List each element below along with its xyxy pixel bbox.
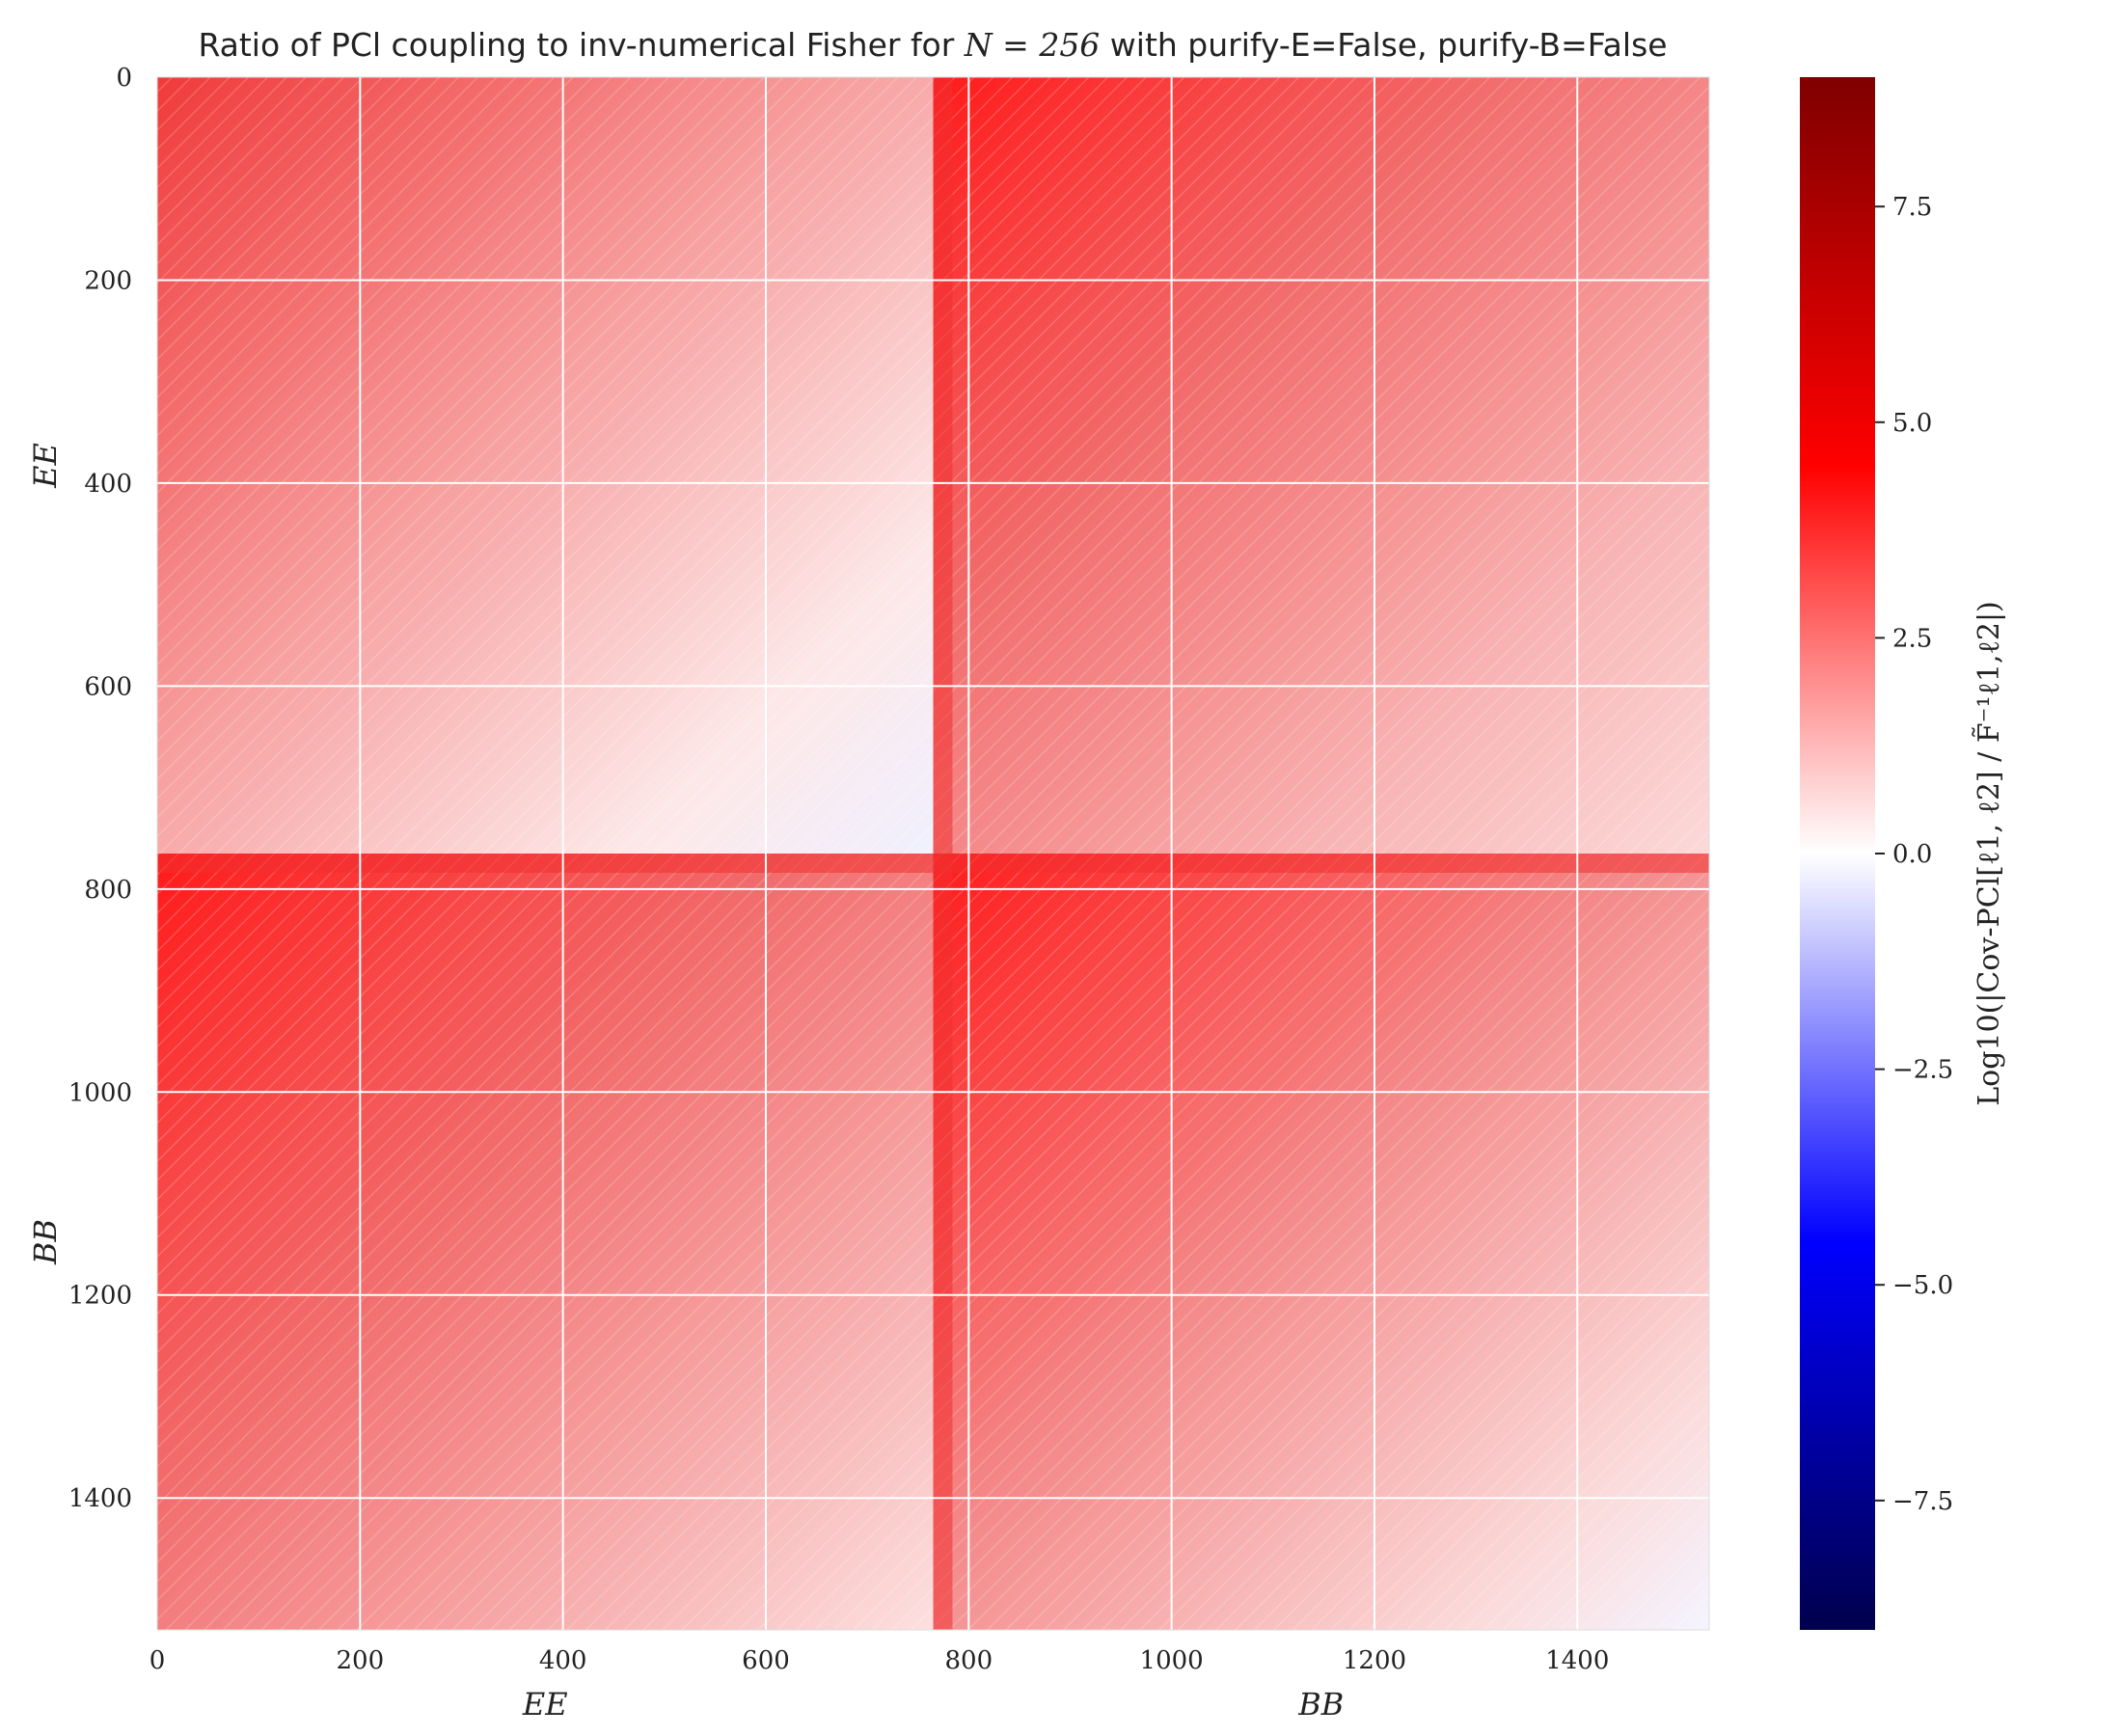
- y-block-label: EE: [27, 443, 64, 489]
- x-tick-label: 400: [539, 1646, 587, 1675]
- x-block-label: EE: [522, 1686, 568, 1722]
- y-tick-label: 1200: [68, 1282, 132, 1311]
- colorbar-tick-label: 2.5: [1892, 624, 1932, 653]
- title-prefix: Ratio of PCl coupling to inv-numerical F…: [198, 26, 964, 64]
- y-tick-label: 800: [84, 876, 132, 905]
- x-tick-label: 1400: [1545, 1646, 1609, 1675]
- x-tick-label: 200: [337, 1646, 385, 1675]
- colorbar-tick-label: 5.0: [1892, 409, 1932, 438]
- x-tick-label: 600: [742, 1646, 790, 1675]
- y-block-label: BB: [27, 1219, 64, 1265]
- colorbar-tick-label: −5.0: [1892, 1271, 1953, 1300]
- horizontal-edge-stripe: [157, 854, 1709, 873]
- colorbar-tick-label: 7.5: [1892, 193, 1932, 222]
- x-tick-label: 0: [150, 1646, 166, 1675]
- colorbar-tick-label: 0.0: [1892, 840, 1932, 869]
- x-tick-label: 1000: [1140, 1646, 1204, 1675]
- x-tick-label: 1200: [1343, 1646, 1406, 1675]
- chart-title: Ratio of PCl coupling to inv-numerical F…: [198, 26, 1667, 64]
- block-edge-stripes: [157, 77, 1709, 1630]
- colorbar-tick-label: −7.5: [1892, 1487, 1953, 1516]
- x-axis-block-labels: EE BB: [522, 1686, 1344, 1722]
- y-tick-label: 1000: [68, 1078, 132, 1107]
- y-tick-label: 200: [84, 266, 132, 295]
- x-axis-ticks: 0 200 400 600 800 1000 1200 1400: [150, 1646, 1610, 1675]
- y-tick-label: 600: [84, 672, 132, 701]
- colorbar-ticks: 7.5 5.0 2.5 0.0 −2.5 −5.0 −7.5: [1875, 193, 1953, 1516]
- y-tick-label: 1400: [68, 1484, 132, 1513]
- y-tick-label: 0: [116, 64, 132, 93]
- colorbar-tick-label: −2.5: [1892, 1056, 1953, 1085]
- title-suffix: with purify-E=False, purify-B=False: [1100, 26, 1667, 64]
- y-axis-ticks: 0 200 400 600 800 1000 1200 1400: [68, 64, 132, 1513]
- x-block-label: BB: [1297, 1686, 1344, 1722]
- y-tick-label: 400: [84, 470, 132, 499]
- grid-lines: [157, 77, 1709, 1630]
- colorbar-label: Log10(|Cov-PCl[ℓ1, ℓ2] / F̃⁻¹ℓ1,ℓ2|): [1972, 601, 2006, 1106]
- heatmap-body: [157, 77, 1709, 1630]
- y-axis-block-labels: EE BB: [27, 443, 64, 1265]
- x-tick-label: 800: [944, 1646, 993, 1675]
- title-n-label: N = 256: [964, 26, 1101, 64]
- plot-frame: [156, 76, 1710, 1631]
- colorbar: [1800, 77, 1875, 1630]
